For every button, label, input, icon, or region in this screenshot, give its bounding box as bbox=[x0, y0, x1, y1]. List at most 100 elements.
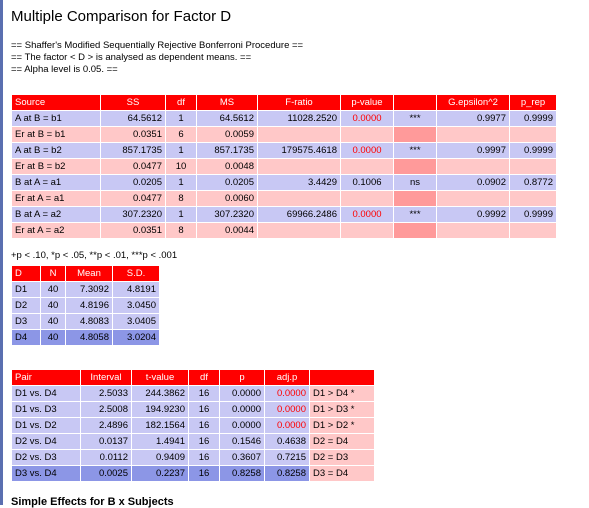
cell-mean: 4.8058 bbox=[65, 329, 113, 346]
cell-p bbox=[340, 126, 394, 143]
cell-d: D1 bbox=[11, 281, 41, 298]
cell-f bbox=[257, 190, 341, 207]
cell-mean: 7.3092 bbox=[65, 281, 113, 298]
cell-df: 1 bbox=[165, 110, 197, 127]
cell-df: 1 bbox=[165, 206, 197, 223]
cell-sig: *** bbox=[393, 206, 437, 223]
cell-result: D1 > D3 * bbox=[309, 401, 375, 418]
col-f-ratio: F-ratio bbox=[257, 94, 341, 111]
cell-interval: 2.5033 bbox=[80, 385, 132, 402]
cell-t: 182.1564 bbox=[131, 417, 189, 434]
table-row: D2 vs. D4 0.0137 1.4941 16 0.1546 0.4638… bbox=[11, 433, 375, 450]
col-g-epsilon: G.epsilon^2 bbox=[436, 94, 510, 111]
col-p-value: p-value bbox=[340, 94, 394, 111]
col-sd: S.D. bbox=[112, 265, 160, 282]
table-row: Er at B = b1 0.0351 6 0.0059 bbox=[11, 126, 557, 143]
cell-sig bbox=[393, 158, 437, 175]
cell-interval: 2.5008 bbox=[80, 401, 132, 418]
table-row: D1 vs. D3 2.5008 194.9230 16 0.0000 0.00… bbox=[11, 401, 375, 418]
cell-p: 0.0000 bbox=[219, 385, 265, 402]
pairwise-header-row: Pair Interval t-value df p adj.p bbox=[11, 369, 375, 386]
cell-g-epsilon bbox=[436, 126, 510, 143]
cell-f: 179575.4618 bbox=[257, 142, 341, 159]
cell-ss: 0.0351 bbox=[100, 126, 166, 143]
table-row: D1 40 7.3092 4.8191 bbox=[11, 281, 160, 298]
cell-g-epsilon: 0.9977 bbox=[436, 110, 510, 127]
cell-p-rep: 0.9999 bbox=[509, 142, 557, 159]
cell-p: 0.8258 bbox=[219, 465, 265, 482]
cell-p-rep: 0.9999 bbox=[509, 206, 557, 223]
cell-g-epsilon: 0.9997 bbox=[436, 142, 510, 159]
cell-ms: 64.5612 bbox=[196, 110, 258, 127]
cell-adj-p: 0.7215 bbox=[264, 449, 310, 466]
cell-ss: 307.2320 bbox=[100, 206, 166, 223]
anova-header-row: Source SS df MS F-ratio p-value G.epsilo… bbox=[11, 94, 557, 111]
cell-sd: 3.0204 bbox=[112, 329, 160, 346]
cell-sig bbox=[393, 126, 437, 143]
cell-f bbox=[257, 222, 341, 239]
cell-pair: D2 vs. D4 bbox=[11, 433, 81, 450]
cell-g-epsilon: 0.9992 bbox=[436, 206, 510, 223]
pairwise-table: Pair Interval t-value df p adj.p D1 vs. … bbox=[11, 369, 375, 482]
col-df: df bbox=[165, 94, 197, 111]
note-line: == Alpha level is 0.05. == bbox=[11, 64, 118, 75]
cell-p-rep: 0.8772 bbox=[509, 174, 557, 191]
cell-d: D2 bbox=[11, 297, 41, 314]
cell-mean: 4.8196 bbox=[65, 297, 113, 314]
cell-n: 40 bbox=[40, 329, 66, 346]
cell-df: 16 bbox=[188, 433, 220, 450]
col-df: df bbox=[188, 369, 220, 386]
cell-interval: 0.0137 bbox=[80, 433, 132, 450]
col-source: Source bbox=[11, 94, 101, 111]
cell-p: 0.3607 bbox=[219, 449, 265, 466]
cell-ms: 0.0044 bbox=[196, 222, 258, 239]
cell-n: 40 bbox=[40, 281, 66, 298]
cell-interval: 0.0112 bbox=[80, 449, 132, 466]
cell-t: 1.4941 bbox=[131, 433, 189, 450]
col-result bbox=[309, 369, 375, 386]
cell-pair: D1 vs. D4 bbox=[11, 385, 81, 402]
cell-sd: 4.8191 bbox=[112, 281, 160, 298]
cell-t: 0.2237 bbox=[131, 465, 189, 482]
cell-ss: 0.0477 bbox=[100, 190, 166, 207]
cell-p: 0.0000 bbox=[219, 401, 265, 418]
cell-p bbox=[340, 190, 394, 207]
table-row: D4 40 4.8058 3.0204 bbox=[11, 329, 160, 346]
cell-sig: *** bbox=[393, 110, 437, 127]
cell-df: 10 bbox=[165, 158, 197, 175]
cell-f: 69966.2486 bbox=[257, 206, 341, 223]
cell-df: 1 bbox=[165, 142, 197, 159]
cell-g-epsilon bbox=[436, 190, 510, 207]
cell-f: 11028.2520 bbox=[257, 110, 341, 127]
col-p-rep: p_rep bbox=[509, 94, 557, 111]
col-adj-p: adj.p bbox=[264, 369, 310, 386]
table-row: A at B = b1 64.5612 1 64.5612 11028.2520… bbox=[11, 110, 557, 127]
next-section-heading: Simple Effects for B x Subjects bbox=[11, 496, 174, 508]
col-pair: Pair bbox=[11, 369, 81, 386]
cell-ss: 857.1735 bbox=[100, 142, 166, 159]
cell-p: 0.1006 bbox=[340, 174, 394, 191]
cell-df: 16 bbox=[188, 449, 220, 466]
cell-source: A at B = b1 bbox=[11, 110, 101, 127]
cell-sig bbox=[393, 222, 437, 239]
cell-g-epsilon bbox=[436, 222, 510, 239]
cell-pair: D1 vs. D2 bbox=[11, 417, 81, 434]
col-interval: Interval bbox=[80, 369, 132, 386]
cell-p: 0.0000 bbox=[219, 417, 265, 434]
cell-sd: 3.0405 bbox=[112, 313, 160, 330]
cell-n: 40 bbox=[40, 313, 66, 330]
table-row: Er at B = b2 0.0477 10 0.0048 bbox=[11, 158, 557, 175]
significance-legend: +p < .10, *p < .05, **p < .01, ***p < .0… bbox=[11, 250, 178, 261]
table-row: D1 vs. D2 2.4896 182.1564 16 0.0000 0.00… bbox=[11, 417, 375, 434]
cell-interval: 0.0025 bbox=[80, 465, 132, 482]
table-row: A at B = b2 857.1735 1 857.1735 179575.4… bbox=[11, 142, 557, 159]
cell-df: 16 bbox=[188, 465, 220, 482]
cell-n: 40 bbox=[40, 297, 66, 314]
cell-result: D1 > D4 * bbox=[309, 385, 375, 402]
cell-df: 16 bbox=[188, 385, 220, 402]
cell-ss: 0.0205 bbox=[100, 174, 166, 191]
cell-pair: D3 vs. D4 bbox=[11, 465, 81, 482]
cell-p: 0.1546 bbox=[219, 433, 265, 450]
page-title: Multiple Comparison for Factor D bbox=[11, 8, 232, 25]
cell-ss: 64.5612 bbox=[100, 110, 166, 127]
